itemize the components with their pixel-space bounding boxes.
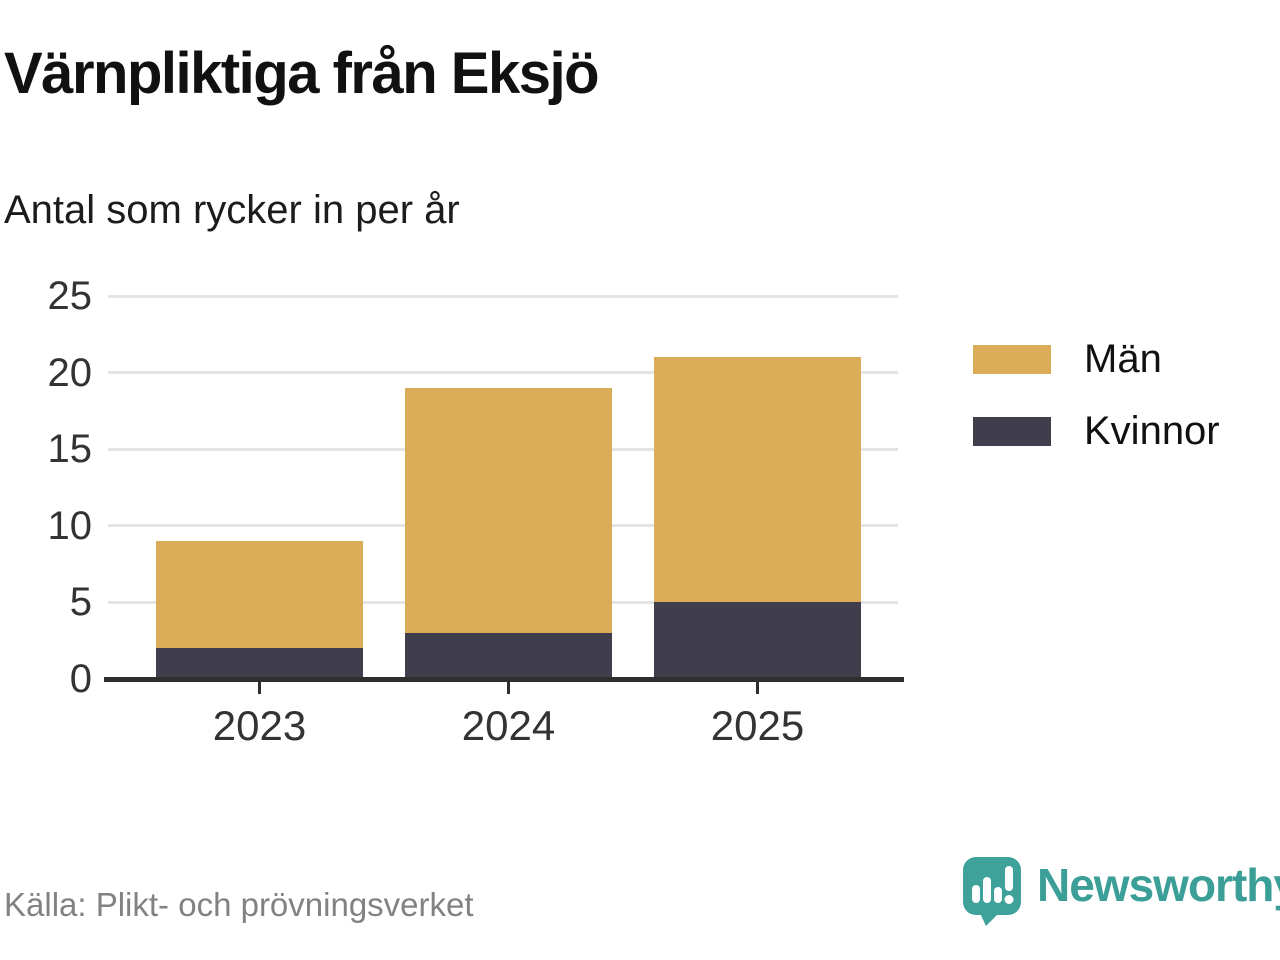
y-axis-tick-label: 0 [69,657,92,701]
legend-swatch [973,417,1051,446]
newsworthy-logo: Newsworthy [960,856,1280,926]
y-axis-tick-label: 25 [47,274,93,318]
bar-men-2025 [654,357,861,603]
x-axis-tick-label: 2023 [212,702,307,749]
bar-women-2024 [405,633,612,679]
chart-title: Värnpliktiga från Eksjö [4,41,600,106]
gridline-20 [108,371,898,375]
legend-label: Män [1084,337,1162,381]
bar-men-2024 [405,387,612,634]
x-axis-tick-label: 2024 [461,702,556,749]
chart-legend: Män Kvinnor [973,337,1220,481]
newsworthy-bubble-chart-icon [963,857,1021,926]
x-axis-line [104,677,904,682]
legend-label: Kvinnor [1084,409,1220,453]
bar-women-2025 [654,602,861,679]
y-axis-tick-label: 10 [47,503,93,548]
newsworthy-wordmark: Newsworthy [1037,859,1280,911]
x-axis-tick [756,682,759,694]
x-axis-tick [258,682,261,694]
x-axis-tick-label: 2025 [710,702,805,749]
source-attribution: Källa: Plikt- och prövningsverket [4,886,474,923]
y-axis-tick-label: 20 [47,350,93,395]
y-axis-tick-label: 5 [69,580,92,625]
bar-women-2023 [156,648,363,679]
y-axis-tick-label: 15 [47,427,93,472]
chart-subtitle: Antal som rycker in per år [4,188,460,232]
legend-item-kvinnor: Kvinnor [973,409,1220,454]
legend-item-män: Män [973,337,1220,382]
legend-swatch [973,345,1051,374]
bar-men-2023 [156,541,363,649]
x-axis-tick [507,682,510,694]
gridline-25 [108,294,898,298]
